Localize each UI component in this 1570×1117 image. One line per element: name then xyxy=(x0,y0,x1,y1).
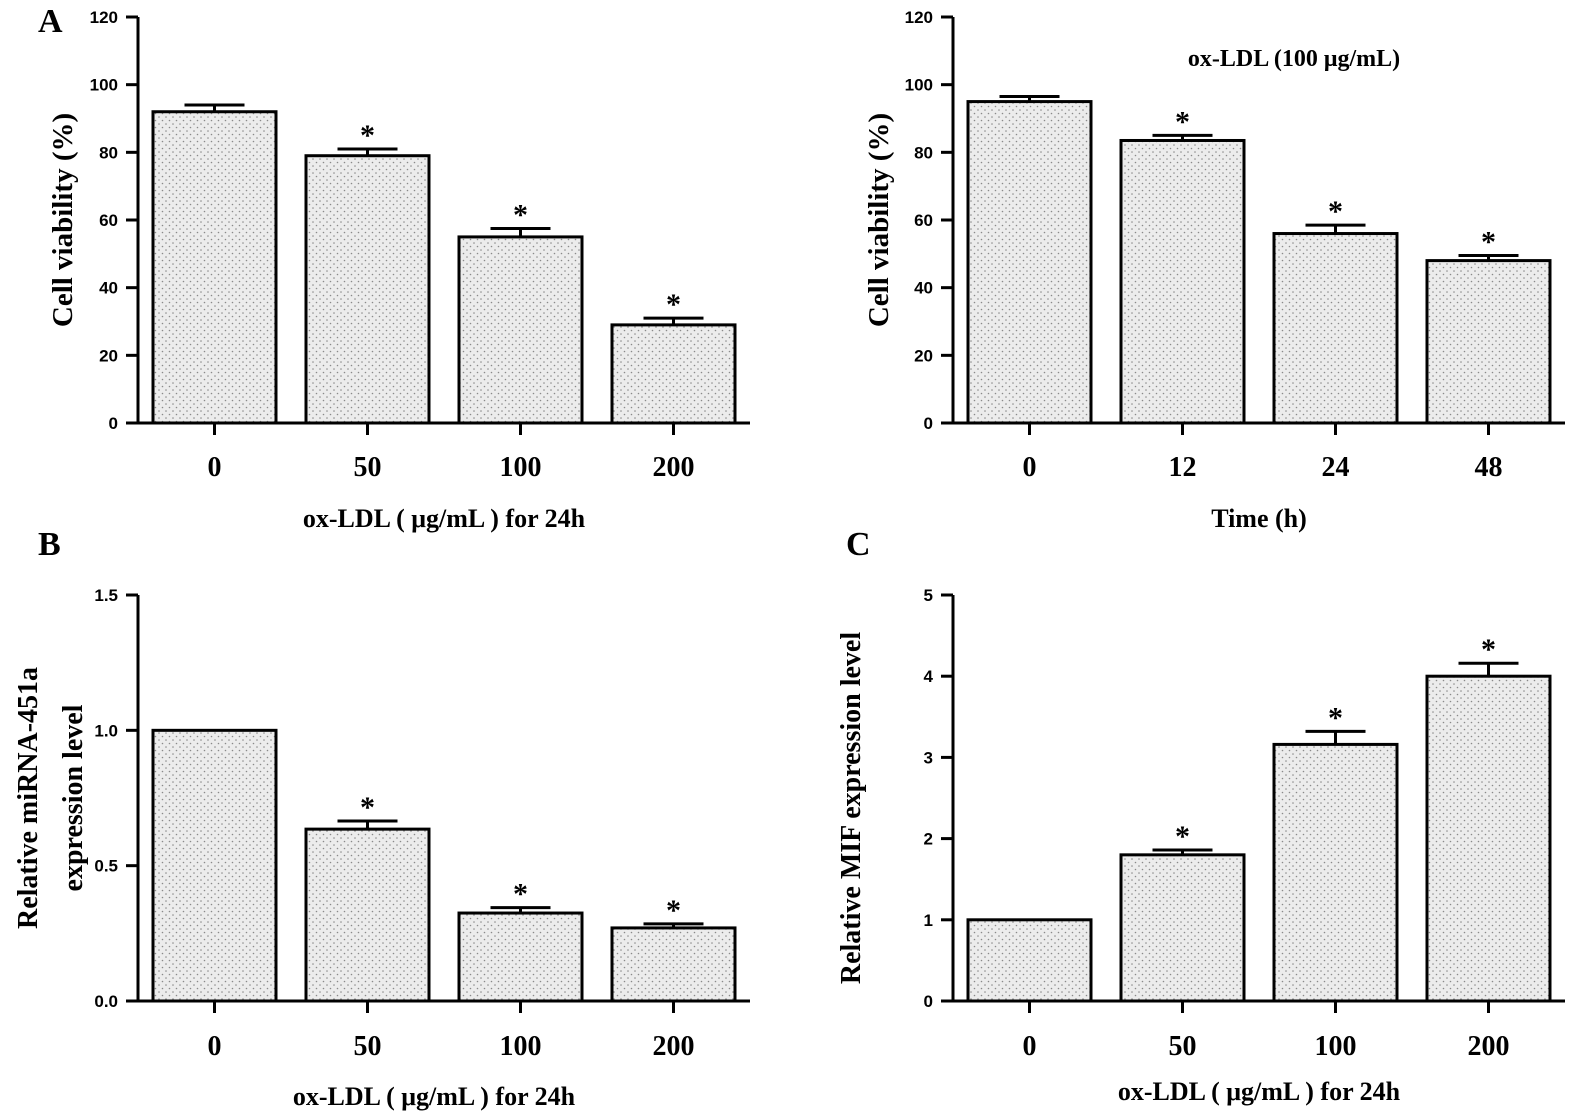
y-tick-label: 0.5 xyxy=(94,857,118,876)
significance-mark: * xyxy=(360,119,375,152)
y-tick-label: 5 xyxy=(924,586,933,605)
x-tick-label: 100 xyxy=(1315,1031,1357,1062)
x-tick-label: 50 xyxy=(354,1031,382,1062)
y-tick-label: 1.0 xyxy=(94,721,118,740)
y-tick-label: 20 xyxy=(914,346,933,365)
x-axis-label: ox-LDL ( μg/mL ) for 24h xyxy=(1118,1077,1401,1106)
y-axis-label: Relative miRNA-451a xyxy=(13,667,44,929)
x-tick-label: 0 xyxy=(1023,1031,1037,1062)
significance-mark: * xyxy=(513,878,528,911)
x-tick-label: 0 xyxy=(208,452,222,483)
bar xyxy=(966,918,1093,1003)
bar xyxy=(1272,742,1399,1003)
y-axis-label-line-2: expression level xyxy=(58,704,89,891)
bar xyxy=(304,154,431,425)
significance-mark: * xyxy=(666,288,681,321)
bar xyxy=(151,728,278,1003)
chart-cell-viability-time: 0 20 40 60 80 100 120 0 * 12 * 24 * 48 Time (h) Cell vi… xyxy=(863,8,1565,533)
x-axis-label: ox-LDL ( μg/mL ) for 24h xyxy=(303,504,586,533)
x-tick-label: 200 xyxy=(653,452,695,483)
x-tick-label: 200 xyxy=(1468,1031,1510,1062)
y-tick-label: 0 xyxy=(109,414,118,433)
x-axis-label: ox-LDL ( μg/mL ) for 24h xyxy=(293,1082,576,1111)
significance-mark: * xyxy=(513,198,528,231)
bar xyxy=(966,100,1093,425)
bar xyxy=(1425,259,1552,425)
y-tick-label: 80 xyxy=(914,143,933,162)
significance-mark: * xyxy=(666,894,681,927)
y-tick-label: 3 xyxy=(924,748,933,767)
y-tick-label: 80 xyxy=(99,143,118,162)
y-tick-label: 2 xyxy=(924,830,933,849)
y-tick-label: 120 xyxy=(905,8,933,27)
y-axis-label: Relative MIF expression level xyxy=(836,632,867,984)
bar xyxy=(457,911,584,1003)
significance-mark: * xyxy=(1328,195,1343,228)
bar xyxy=(610,926,737,1003)
significance-mark: * xyxy=(1481,226,1496,259)
x-tick-label: 100 xyxy=(500,452,542,483)
y-tick-label: 0.0 xyxy=(94,992,118,1011)
y-tick-label: 100 xyxy=(905,76,933,95)
chart-mirna-451a-expression: 0.0 0.5 1.0 1.5 0 * 50 * 100 * 200 ox-LDL ( μg/mL )… xyxy=(13,586,750,1111)
panel-label-b: B xyxy=(38,526,61,563)
bar xyxy=(1272,232,1399,425)
x-tick-label: 50 xyxy=(354,452,382,483)
significance-mark: * xyxy=(360,791,375,824)
x-tick-label: 0 xyxy=(208,1031,222,1062)
bar xyxy=(1119,138,1246,425)
chart-cell-viability-dose: 0 20 40 60 80 100 120 0 * 50 * 100 * 200 ox-LDL ( μg/m… xyxy=(47,8,750,533)
panel-label-c: C xyxy=(846,526,871,563)
y-tick-label: 60 xyxy=(99,211,118,230)
x-tick-label: 48 xyxy=(1475,452,1503,483)
y-tick-label: 120 xyxy=(90,8,118,27)
significance-mark: * xyxy=(1175,820,1190,853)
y-tick-label: 60 xyxy=(914,211,933,230)
x-tick-label: 100 xyxy=(500,1031,542,1062)
significance-mark: * xyxy=(1328,701,1343,734)
x-tick-label: 200 xyxy=(653,1031,695,1062)
y-tick-label: 100 xyxy=(90,76,118,95)
y-tick-label: 0 xyxy=(924,992,933,1011)
y-axis-label: Cell viability (%) xyxy=(47,113,79,327)
bar xyxy=(304,827,431,1003)
y-tick-label: 1 xyxy=(924,911,933,930)
y-tick-label: 20 xyxy=(99,346,118,365)
significance-mark: * xyxy=(1481,633,1496,666)
y-tick-label: 40 xyxy=(914,279,933,298)
y-tick-label: 0 xyxy=(924,414,933,433)
y-tick-label: 40 xyxy=(99,279,118,298)
x-tick-label: 50 xyxy=(1169,1031,1197,1062)
bar xyxy=(1119,853,1246,1003)
bar xyxy=(457,235,584,425)
x-tick-label: 0 xyxy=(1023,452,1037,483)
bar xyxy=(1425,674,1552,1003)
x-tick-label: 24 xyxy=(1322,452,1350,483)
y-axis-label: Cell viability (%) xyxy=(863,113,895,327)
bar xyxy=(151,110,278,425)
chart-annotation: ox-LDL (100 μg/mL) xyxy=(1188,46,1400,72)
x-tick-label: 12 xyxy=(1169,452,1197,483)
y-tick-label: 1.5 xyxy=(94,586,118,605)
x-axis-label: Time (h) xyxy=(1211,504,1307,533)
panel-label-a: A xyxy=(38,3,63,40)
bar xyxy=(610,323,737,425)
y-tick-label: 4 xyxy=(924,667,934,686)
significance-mark: * xyxy=(1175,105,1190,138)
